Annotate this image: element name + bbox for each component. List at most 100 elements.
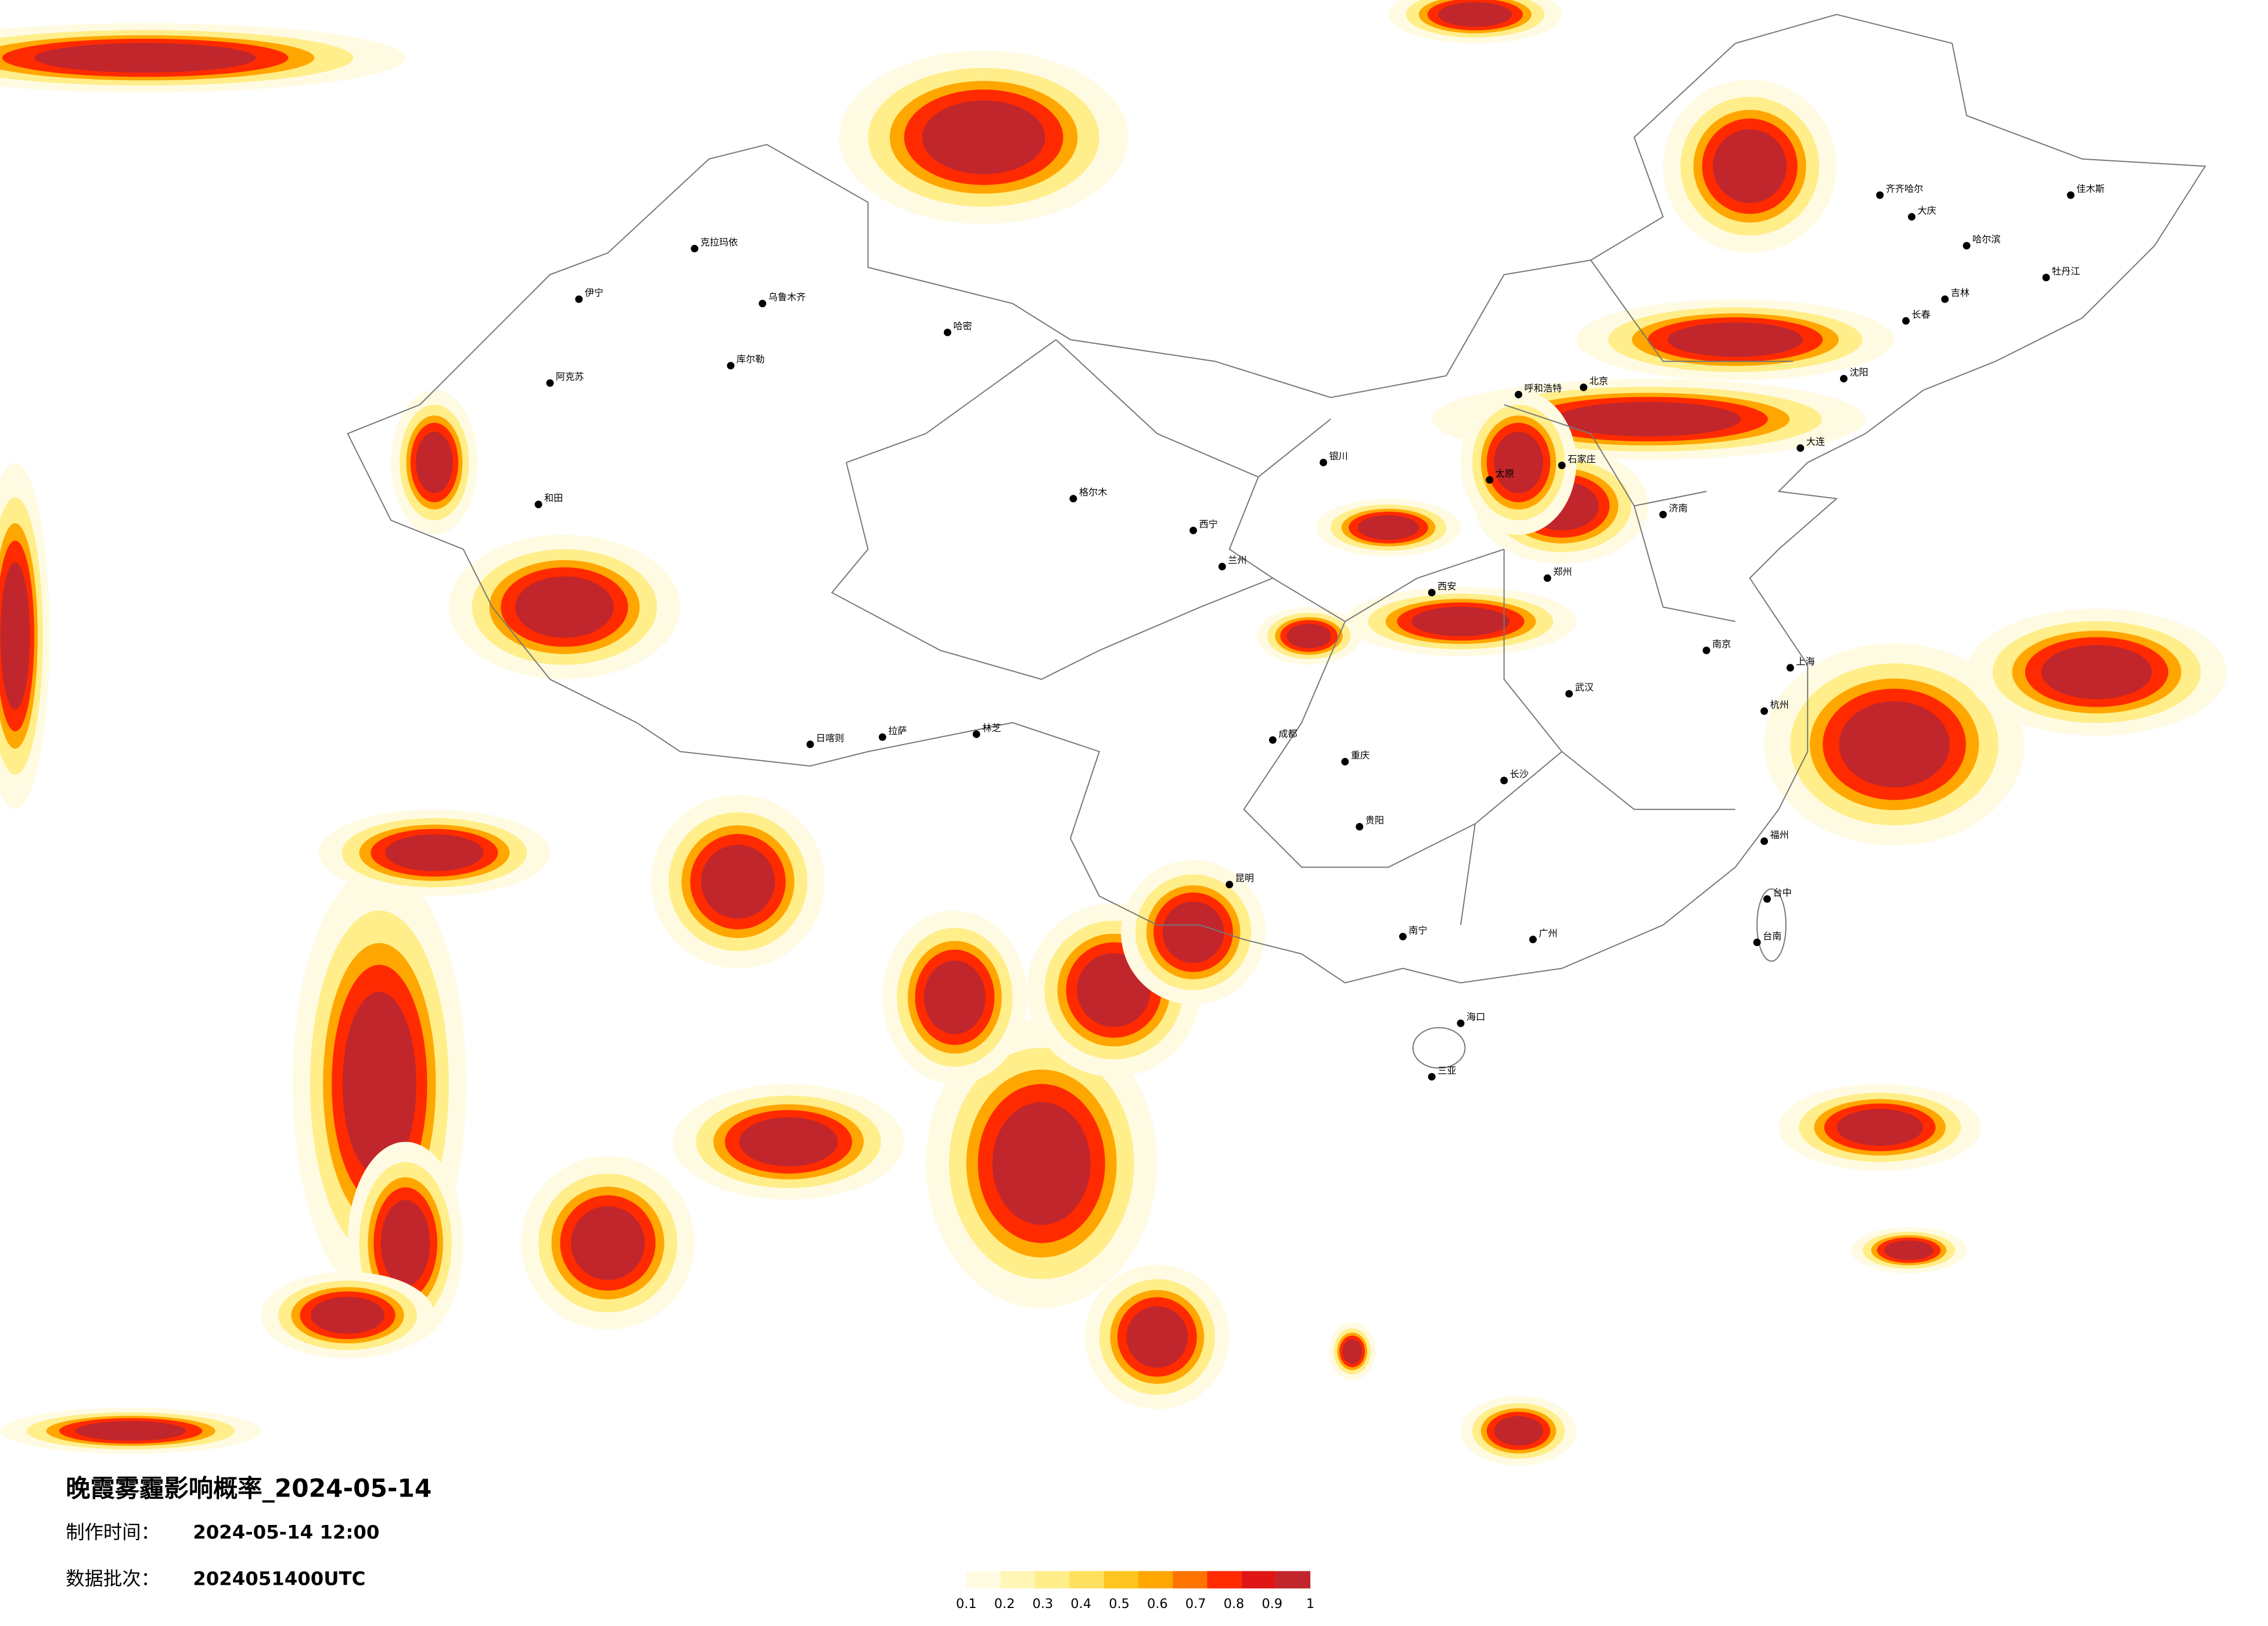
city-dot [2066, 191, 2075, 199]
city-dot [759, 300, 767, 308]
haze-patch [922, 100, 1045, 174]
city-label: 杭州 [1770, 699, 1789, 710]
city-label: 大连 [1806, 436, 1825, 447]
city-label: 大庆 [1917, 205, 1936, 216]
city-dot [1428, 588, 1436, 596]
taiwan [1756, 888, 1787, 962]
city-dot [1356, 823, 1364, 831]
haze-patch [515, 576, 614, 638]
city-dot [878, 733, 886, 741]
haze-patch [1839, 701, 1950, 787]
haze-patch [416, 431, 453, 494]
city-label: 南京 [1712, 639, 1731, 650]
city-dot [1320, 458, 1328, 466]
city-label: 呼和浩特 [1525, 383, 1562, 394]
city-dot [1876, 191, 1884, 199]
haze-patch [2041, 645, 2152, 699]
colorbar-tick-label: 1 [1306, 1596, 1314, 1611]
haze-patch [311, 1297, 385, 1334]
city-label: 台南 [1763, 930, 1781, 941]
city-dot [1908, 213, 1915, 221]
colorbar: 0.1 0.2 0.3 0.4 0.5 0.6 0.7 0.8 0.9 1 [956, 1571, 1314, 1611]
china-outline [347, 13, 2206, 984]
hainan [1412, 1027, 1466, 1069]
city-label: 日喀则 [816, 732, 844, 743]
colorbar-tick-label: 0.6 [1147, 1596, 1168, 1611]
haze-patch [1077, 953, 1151, 1027]
city-dot [1763, 895, 1771, 903]
haze-patch [1494, 431, 1543, 494]
city-dot [1268, 736, 1277, 744]
colorbar-tick-label: 0.2 [994, 1596, 1015, 1611]
city-label: 哈密 [953, 321, 972, 332]
city-label: 克拉玛依 [700, 237, 738, 248]
colorbar-cell [966, 1571, 1001, 1589]
haze-patch [1836, 1109, 1923, 1146]
city-label: 伊宁 [585, 287, 603, 298]
city-label: 三亚 [1437, 1065, 1456, 1076]
city-dot [1565, 690, 1573, 698]
city-dot [1941, 295, 1949, 303]
city-dot [1796, 444, 1805, 452]
colorbar-tick-label: 0.7 [1185, 1596, 1206, 1611]
city-dot [1963, 242, 1971, 250]
colorbar-cell [1104, 1571, 1138, 1589]
city-dot [1500, 776, 1508, 785]
haze-patch [1286, 623, 1331, 649]
haze-patch [1342, 1339, 1363, 1364]
haze-patch [76, 1421, 186, 1441]
city-label: 哈尔滨 [1972, 234, 2000, 245]
map-title: 晚霞雾霾影响概率_2024-05-14 [66, 1474, 432, 1503]
haze-patch [1884, 1240, 1933, 1260]
city-label: 成都 [1278, 728, 1297, 739]
city-label: 乌鲁木齐 [768, 292, 806, 303]
city-label: 库尔勒 [736, 354, 764, 365]
batch: 2024051400UTC [193, 1567, 365, 1589]
haze-patch [385, 834, 484, 872]
city-label: 石家庄 [1568, 454, 1595, 465]
city-label: 佳木斯 [2076, 184, 2104, 195]
city-dot [1457, 1019, 1465, 1027]
city-dot [1218, 563, 1226, 571]
city-label: 阿克苏 [556, 371, 584, 382]
haze-patch [923, 960, 986, 1034]
city-dot [1529, 936, 1537, 944]
city-dot [943, 328, 951, 336]
made-label: 制作时间： [66, 1521, 160, 1544]
city-dot [1543, 574, 1551, 582]
city-dot [546, 379, 554, 387]
colorbar-cell [1275, 1571, 1311, 1589]
city-dot [1902, 317, 1910, 325]
colorbar-cell [1001, 1571, 1036, 1589]
haze-patch [1411, 606, 1510, 636]
colorbar-cell [1207, 1571, 1242, 1589]
city-label: 广州 [1539, 927, 1557, 938]
city-label: 沈阳 [1850, 367, 1868, 378]
city-label: 昆明 [1235, 873, 1254, 884]
city-dot [1753, 938, 1761, 947]
haze-field [0, 0, 2227, 1466]
city-dot [1341, 758, 1349, 766]
haze-patch [701, 844, 775, 919]
city-dot [1760, 837, 1769, 846]
haze-patch [1126, 1306, 1188, 1368]
colorbar-tick-label: 0.3 [1033, 1596, 1054, 1611]
city-dot [1702, 646, 1710, 654]
colorbar-cell [1138, 1571, 1173, 1589]
city-dot [1486, 476, 1494, 484]
colorbar-tick-label: 0.8 [1224, 1596, 1245, 1611]
colorbar-tick-label: 0.4 [1070, 1596, 1091, 1611]
city-label: 林芝 [982, 722, 1001, 733]
colorbar-tick-label: 0.9 [1262, 1596, 1283, 1611]
city-label: 吉林 [1951, 287, 1969, 298]
city-dot [691, 244, 699, 253]
city-label: 海口 [1467, 1012, 1485, 1023]
city-label: 福州 [1770, 829, 1789, 840]
city-label: 南宁 [1408, 924, 1427, 936]
city-dot [727, 362, 735, 370]
haze-patch [1713, 129, 1787, 203]
made-time: 2024-05-14 12:00 [193, 1521, 379, 1544]
colorbar-tick-label: 0.5 [1109, 1596, 1130, 1611]
haze-patch [342, 992, 416, 1177]
